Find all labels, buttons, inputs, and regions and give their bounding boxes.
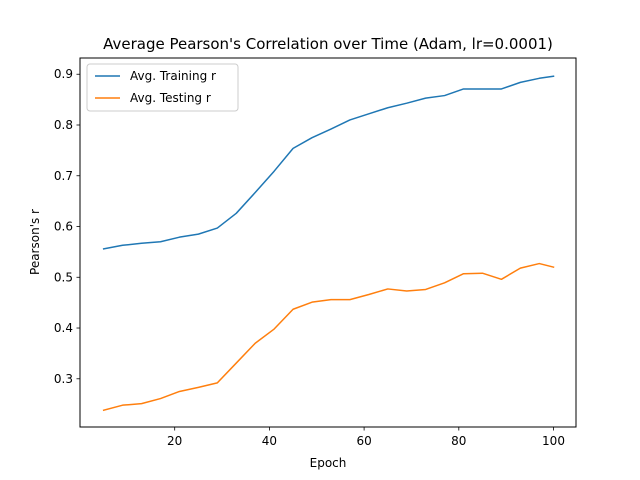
x-tick-label: 40: [262, 434, 277, 448]
y-tick-label: 0.5: [54, 270, 73, 284]
legend-label-training: Avg. Training r: [130, 69, 216, 83]
x-tick-label: 60: [356, 434, 371, 448]
x-axis-label: Epoch: [310, 456, 347, 470]
plot-area: [102, 75, 555, 412]
legend-box: [86, 63, 239, 112]
legend: Avg. Training r Avg. Testing r: [86, 63, 239, 112]
x-tick-label: 100: [542, 434, 565, 448]
x-axis: 20 40 60 80 100: [167, 427, 565, 448]
series-line-testing: [102, 262, 555, 412]
y-tick-label: 0.7: [54, 169, 73, 183]
series-line-training: [102, 75, 555, 250]
x-tick-label: 20: [167, 434, 182, 448]
y-tick-label: 0.6: [54, 220, 73, 234]
legend-label-testing: Avg. Testing r: [130, 91, 211, 105]
y-axis: 0.3 0.4 0.5 0.6 0.7 0.8 0.9: [54, 67, 80, 386]
chart-title: Average Pearson's Correlation over Time …: [103, 35, 553, 53]
plot-frame: [79, 57, 577, 428]
y-tick-label: 0.9: [54, 67, 73, 81]
y-tick-label: 0.4: [54, 321, 73, 335]
y-tick-label: 0.3: [54, 372, 73, 386]
x-tick-label: 80: [451, 434, 466, 448]
y-axis-label: Pearson's r: [28, 209, 42, 275]
y-tick-label: 0.8: [54, 118, 73, 132]
